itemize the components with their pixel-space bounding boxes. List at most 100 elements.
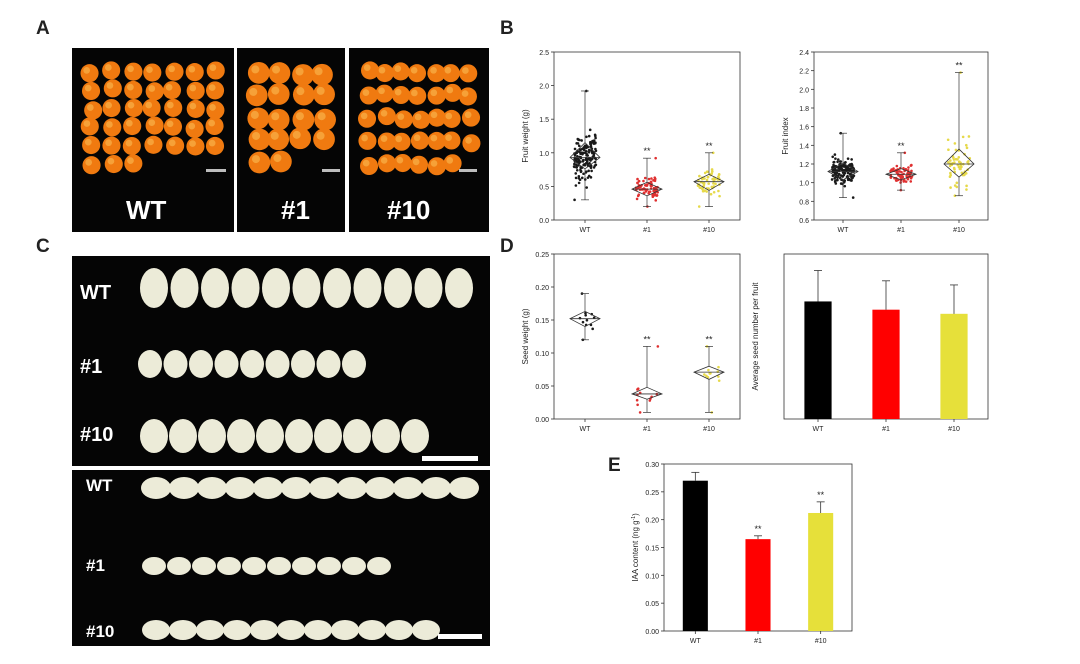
fruit-highlight — [106, 121, 113, 128]
data-point — [965, 146, 969, 150]
data-point — [589, 140, 592, 144]
seed — [140, 268, 168, 308]
x-tick-label: #10 — [703, 227, 715, 234]
data-point — [582, 146, 586, 149]
fruit-highlight — [270, 131, 279, 140]
fruit-highlight — [465, 137, 472, 144]
fruit-highlight — [168, 139, 176, 147]
x-tick-label: WT — [580, 227, 592, 234]
significance-mark: ** — [955, 61, 963, 71]
data-point — [709, 192, 713, 196]
fruit — [248, 151, 271, 174]
fruit-highlight — [273, 154, 282, 163]
fruit-highlight — [250, 110, 259, 119]
photo-line1-fruits: #1 — [237, 48, 345, 232]
fruit — [461, 108, 481, 127]
seed — [189, 350, 213, 378]
fruit — [205, 136, 225, 156]
data-point — [706, 175, 710, 179]
data-point — [961, 135, 965, 139]
data-point — [647, 192, 650, 195]
data-point — [585, 161, 588, 165]
data-point — [701, 187, 704, 191]
data-point — [643, 176, 647, 180]
fruit — [292, 108, 315, 131]
seed — [223, 620, 251, 640]
fruit — [267, 128, 290, 151]
data-point — [843, 184, 847, 188]
fruit — [80, 117, 99, 136]
significance-mark: ** — [643, 334, 651, 344]
fruit-highlight — [317, 112, 326, 121]
fruit-highlight — [127, 157, 134, 164]
fruit — [145, 116, 164, 135]
data-point — [898, 170, 901, 173]
y-axis-label: Seed weight (g) — [521, 308, 530, 364]
fruit — [103, 79, 122, 98]
fruit — [391, 85, 411, 105]
data-point — [635, 398, 639, 402]
fruit-highlight — [363, 64, 371, 71]
fruit-highlight — [292, 130, 301, 139]
fruit — [205, 81, 225, 100]
fruit — [103, 118, 122, 137]
box-diamond — [630, 386, 664, 400]
fruit — [186, 137, 205, 156]
data-point — [910, 163, 913, 167]
data-point — [590, 169, 593, 173]
fruit — [102, 61, 121, 80]
x-tick-label: #1 — [897, 227, 905, 234]
data-point — [895, 178, 899, 182]
data-point — [965, 188, 968, 191]
panel-letter-c: C — [36, 236, 50, 257]
y-tick-label: 1.8 — [799, 106, 809, 113]
fruit — [124, 154, 143, 173]
significance-mark: ** — [643, 146, 651, 156]
photo-label-line1: #1 — [281, 195, 310, 225]
data-point — [707, 182, 710, 185]
fruit-highlight — [208, 84, 216, 91]
box-diamond — [943, 148, 975, 178]
y-tick-label: 0.00 — [645, 629, 659, 636]
seed — [449, 477, 479, 499]
data-point — [947, 161, 950, 164]
x-tick-label: #1 — [643, 227, 651, 234]
panel-letter-e: E — [608, 455, 621, 476]
seed — [265, 350, 290, 378]
data-point — [642, 191, 646, 195]
data-point — [717, 379, 721, 382]
fruit — [81, 81, 101, 101]
chart-seed-weight: Seed weight (g) 0.00 0.05 0.10 0.15 0.20 0.25 W… — [510, 244, 750, 444]
fruit — [359, 86, 378, 105]
data-point — [898, 174, 902, 178]
chart-svg: Seed weight (g) 0.00 0.05 0.10 0.15 0.20 0.25 W… — [521, 252, 741, 433]
chart-svg: Fruit index 0.6 0.8 1.0 1.2 1.4 1.6 1.8 2.0 2.2 2.… — [781, 50, 989, 234]
data-point — [710, 185, 714, 189]
y-tick-label: 1.2 — [799, 162, 809, 169]
data-point — [949, 186, 952, 189]
data-point — [902, 180, 906, 183]
fruit-highlight — [380, 157, 388, 164]
data-point — [587, 134, 591, 138]
seed — [353, 268, 382, 308]
fruit-highlight — [165, 83, 173, 91]
photo-line10-fruits: #10 — [349, 48, 489, 232]
data-point — [833, 164, 837, 168]
data-point — [895, 164, 899, 168]
x-tick-label: #1 — [643, 426, 651, 433]
data-point — [579, 168, 582, 172]
data-point — [577, 138, 581, 142]
data-point — [587, 174, 591, 178]
fruit — [245, 84, 268, 107]
data-point — [899, 181, 902, 184]
fruit-highlight — [146, 66, 153, 74]
data-point — [904, 180, 908, 183]
significance-mark: ** — [754, 524, 762, 534]
fruit — [410, 131, 429, 150]
significance-mark: ** — [705, 141, 713, 151]
data-point — [845, 166, 848, 170]
scale-bar — [459, 169, 477, 172]
data-point — [585, 135, 588, 139]
chart-fruit-index: Fruit index 0.6 0.8 1.0 1.2 1.4 1.6 1.8 2.0 2.2 2.… — [770, 44, 1000, 244]
data-point — [588, 158, 592, 162]
